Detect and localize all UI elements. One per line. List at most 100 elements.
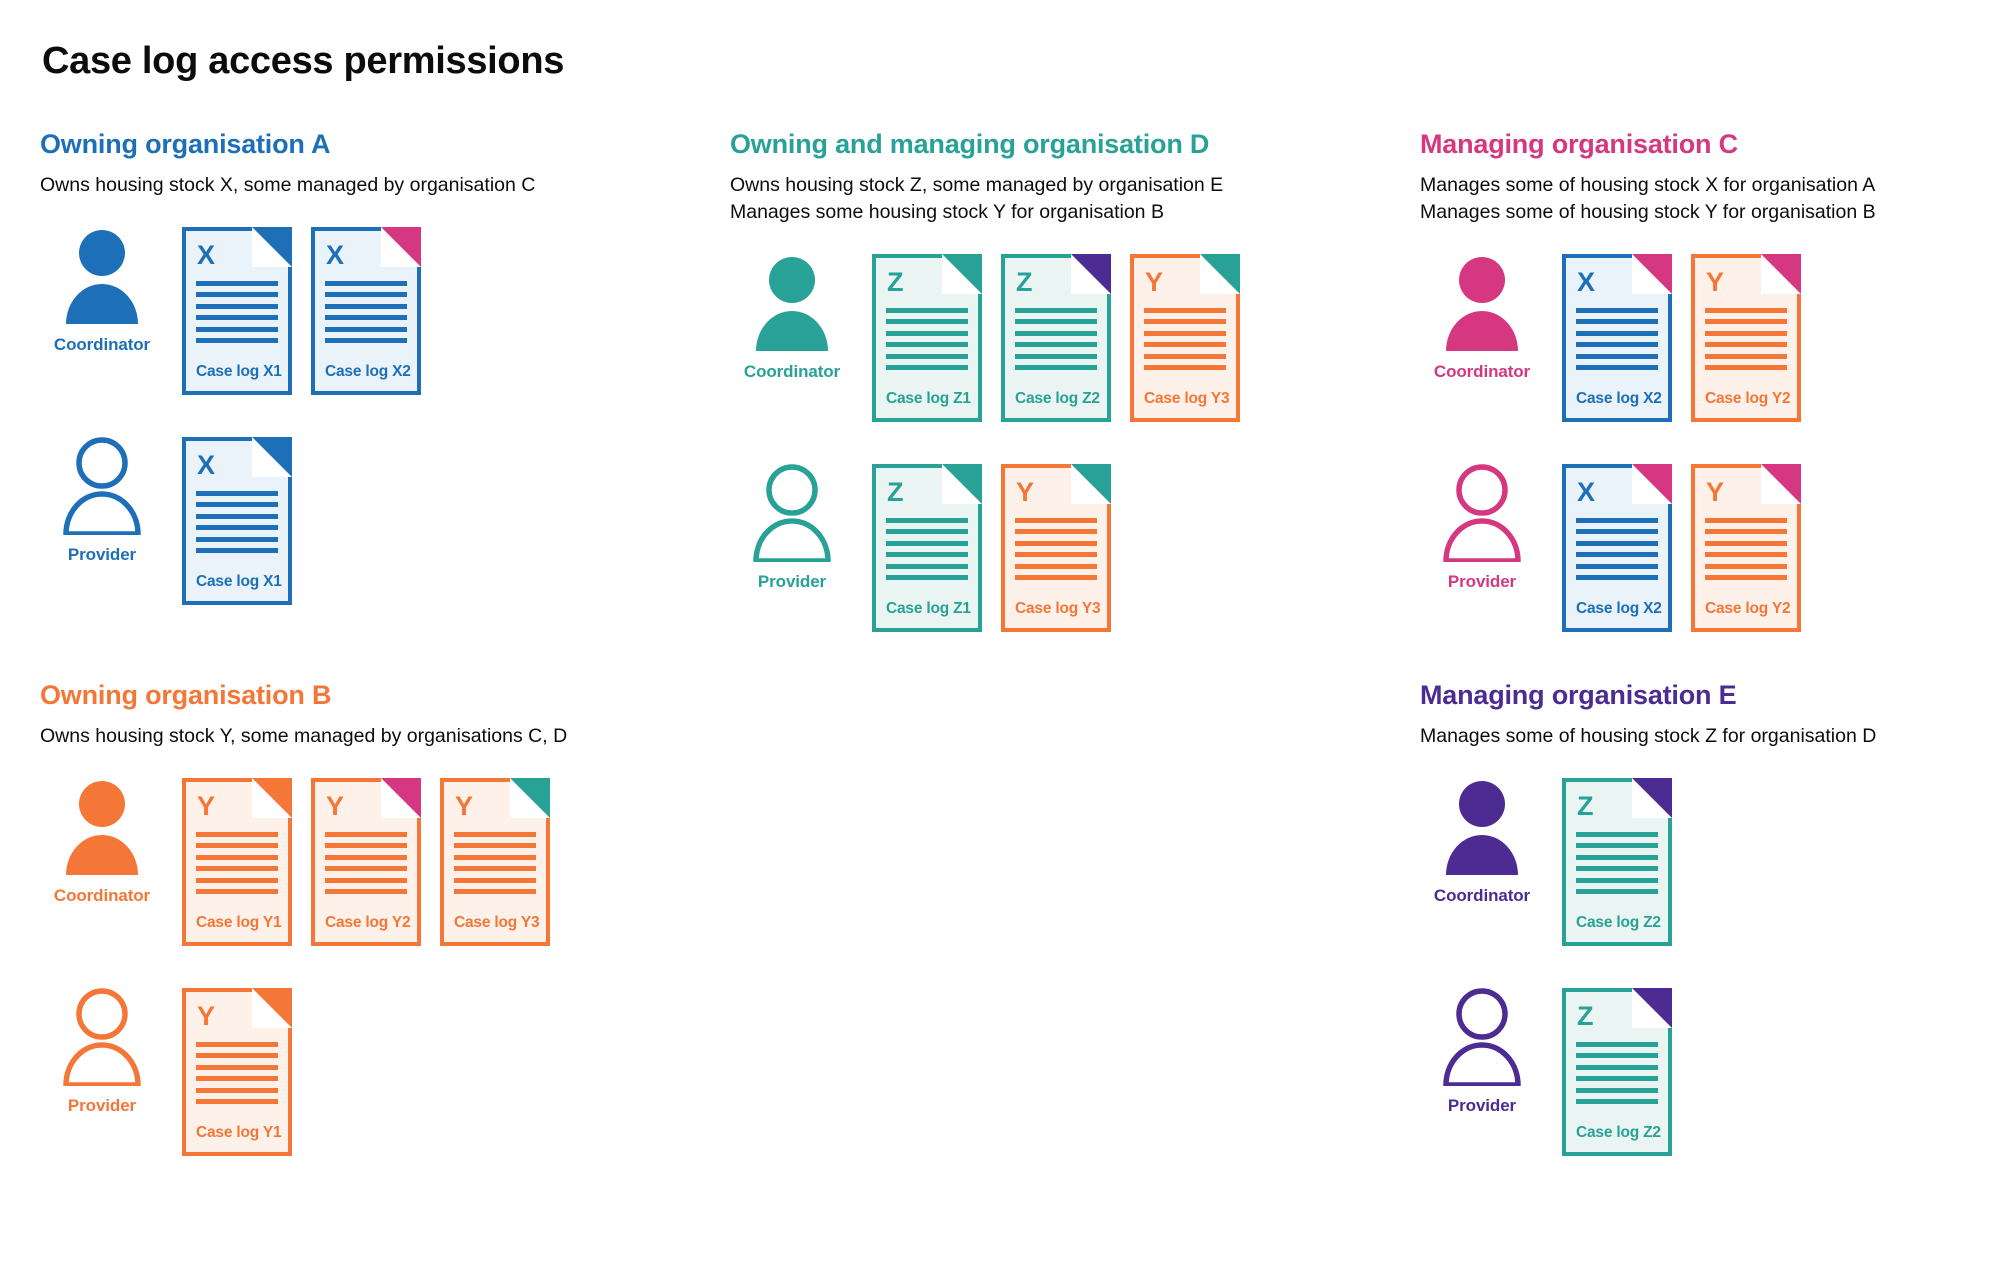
document-text-lines [1705, 307, 1787, 371]
case-log-document: X Case log X2 [1562, 253, 1672, 422]
case-log-document: X Case log X2 [1562, 463, 1672, 632]
role-provider: Provider [1420, 464, 1544, 592]
document-fold-corner-icon [1761, 253, 1801, 294]
document-fold-corner-icon [1200, 253, 1240, 294]
document-stock-letter: X [326, 239, 345, 270]
role-coordinator: Coordinator [730, 254, 854, 382]
document-text-lines [1015, 307, 1097, 371]
document-caption: Case log Y3 [454, 913, 540, 931]
document-caption: Case log Z1 [886, 599, 971, 617]
document-stock-letter: Y [1016, 476, 1035, 507]
case-log-document: Y Case log Y1 [182, 987, 292, 1156]
panel-org-e: Managing organisation E Manages some of h… [1420, 680, 2000, 1156]
document-caption: Case log Y2 [1705, 389, 1791, 407]
document-stock-letter: X [1577, 476, 1596, 507]
role-label: Coordinator [1433, 361, 1531, 381]
panel-description-line: Manages some of housing stock X for orga… [1420, 174, 1876, 196]
panel-description: Manages some of housing stock X for orga… [1420, 172, 2000, 226]
document-fold-corner-icon [1071, 253, 1111, 294]
case-log-document: Z Case log Z2 [1001, 253, 1111, 422]
document-fold-corner-icon [252, 777, 292, 818]
document-text-lines [1144, 307, 1226, 371]
case-log-document: X Case log X2 [311, 226, 421, 395]
panel-org-b: Owning organisation B Owns housing stock … [40, 680, 730, 1156]
case-log-document: Y Case log Y3 [440, 777, 550, 946]
document-caption: Case log Y3 [1015, 599, 1101, 617]
document-caption: Case log X1 [196, 362, 282, 380]
case-log-document: Y Case log Y3 [1130, 253, 1240, 422]
panel-title: Owning organisation B [40, 679, 332, 710]
person-outline-icon [63, 437, 141, 535]
case-log-document: Z Case log Z1 [872, 463, 982, 632]
document-text-lines [196, 831, 278, 895]
document-fold-corner-icon [252, 436, 292, 477]
document-list: Z Case log Z1 Y Case log Y3 [872, 463, 1111, 632]
document-caption: Case log Y1 [196, 913, 282, 931]
person-outline-icon [63, 987, 141, 1086]
role-coordinator: Coordinator [1420, 254, 1544, 382]
panel-description-line: Owns housing stock X, some managed by or… [40, 174, 536, 196]
panel-description-line: Manages some housing stock Y for organis… [730, 200, 1164, 223]
document-caption: Case log Z2 [1015, 389, 1100, 407]
document-text-lines [1576, 831, 1658, 895]
panel-title: Managing organisation E [1420, 679, 1737, 710]
person-outline-icon [1443, 987, 1521, 1086]
document-fold-corner-icon [381, 226, 421, 267]
document-caption: Case log Z2 [1576, 1123, 1661, 1141]
person-filled-icon [1446, 256, 1518, 351]
document-list: Z Case log Z2 [1562, 777, 1672, 946]
document-fold-corner-icon [1632, 777, 1672, 818]
document-caption: Case log X2 [325, 362, 411, 380]
panel-org-d: Owning and managing organisation D Owns h… [730, 129, 1420, 632]
role-label: Provider [757, 571, 827, 591]
role-coordinator: Coordinator [40, 778, 164, 906]
document-list: X Case log X1 X Case log X2 [182, 226, 421, 395]
document-text-lines [1576, 307, 1658, 371]
document-fold-corner-icon [1632, 987, 1672, 1028]
panel-description: Owns housing stock Y, some managed by or… [40, 723, 730, 750]
role-coordinator: Coordinator [1420, 778, 1544, 906]
role-row-provider: Provider Y Case log Y1 [40, 987, 730, 1156]
document-fold-corner-icon [942, 463, 982, 504]
document-fold-corner-icon [1761, 463, 1801, 504]
document-text-lines [325, 831, 407, 895]
document-list: Z Case log Z2 [1562, 987, 1672, 1156]
document-caption: Case log Z2 [1576, 913, 1661, 931]
document-text-lines [1576, 1041, 1658, 1105]
role-label: Provider [1447, 1095, 1517, 1115]
document-stock-letter: Z [1577, 1000, 1594, 1031]
role-row-coordinator: Coordinator Z Case log Z2 [1420, 777, 2000, 946]
case-log-document: Z Case log Z2 [1562, 777, 1672, 946]
document-stock-letter: X [197, 239, 216, 270]
document-list: X Case log X1 [182, 436, 292, 605]
document-text-lines [886, 307, 968, 371]
person-filled-icon [66, 229, 138, 324]
panel-description-line: Manages some of housing stock Z for orga… [1420, 724, 1877, 747]
document-list: Y Case log Y1 [182, 987, 292, 1156]
case-log-document: Y Case log Y3 [1001, 463, 1111, 632]
document-stock-letter: X [1577, 266, 1596, 297]
case-log-document: X Case log X1 [182, 436, 292, 605]
document-fold-corner-icon [252, 226, 292, 267]
document-text-lines [886, 517, 968, 581]
role-row-coordinator: Coordinator Z Case log Z1 Z Case log Z2 Y Case… [730, 253, 1420, 422]
case-log-document: Y Case log Y2 [311, 777, 421, 946]
document-caption: Case log Z1 [886, 389, 971, 407]
person-filled-icon [66, 780, 138, 875]
document-stock-letter: Y [1145, 266, 1164, 297]
role-row-provider: Provider X Case log X2 Y Case log Y2 [1420, 463, 2000, 632]
document-fold-corner-icon [1632, 463, 1672, 504]
person-outline-icon [1443, 464, 1521, 562]
role-label: Provider [1447, 571, 1517, 591]
document-stock-letter: Z [887, 476, 904, 507]
panel-description: Owns housing stock X, some managed by or… [40, 172, 730, 199]
role-row-coordinator: Coordinator X Case log X2 Y Case log Y2 [1420, 253, 2000, 422]
document-fold-corner-icon [252, 987, 292, 1028]
page-title: Case log access permissions [42, 40, 565, 82]
document-list: X Case log X2 Y Case log Y2 [1562, 463, 1801, 632]
role-label: Coordinator [53, 885, 151, 905]
document-list: Z Case log Z1 Z Case log Z2 Y Case log Y3 [872, 253, 1240, 422]
document-list: Y Case log Y1 Y Case log Y2 Y Case log Y3 [182, 777, 550, 946]
panel-title: Owning organisation A [40, 129, 331, 159]
